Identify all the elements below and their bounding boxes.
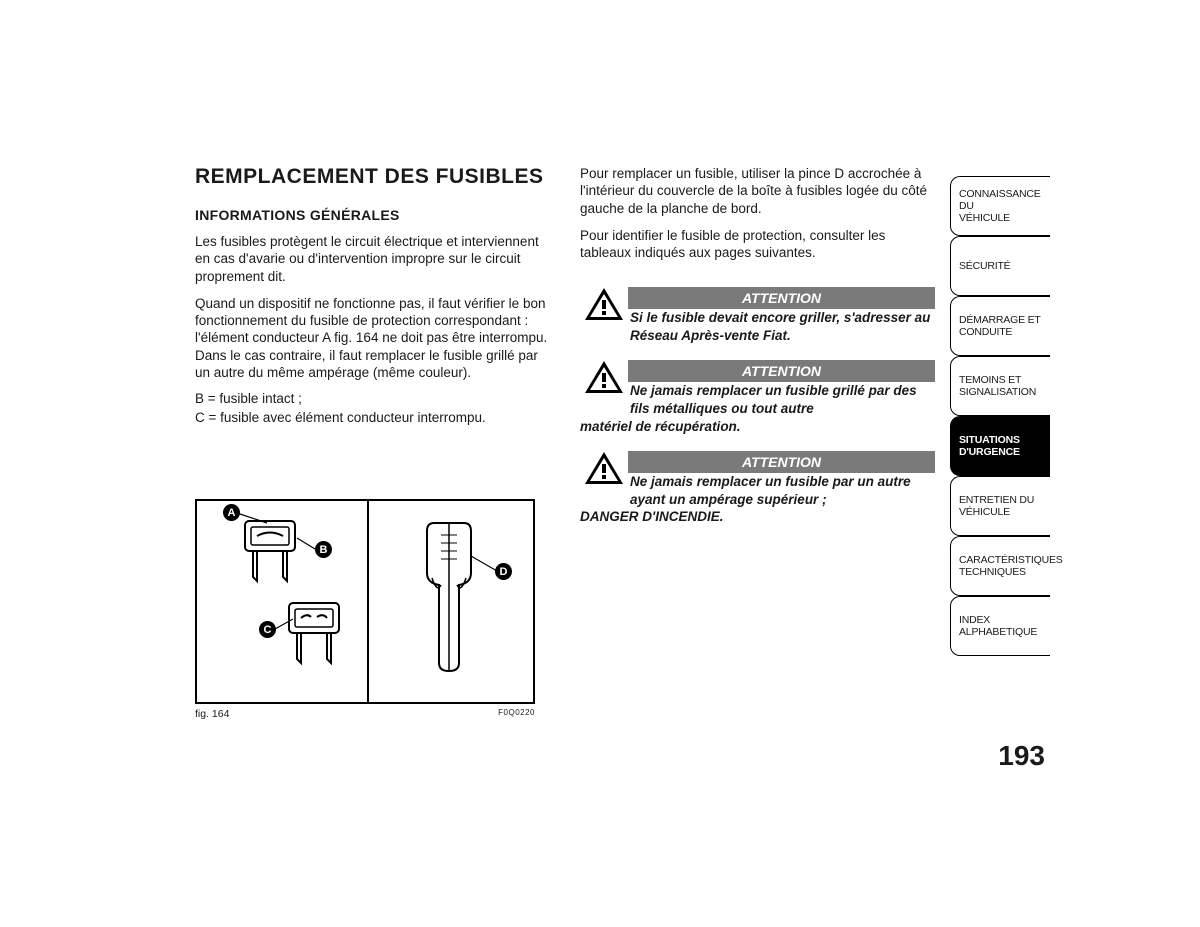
warning-text-line: Ne jamais remplacer un fusible par un au…: [630, 474, 911, 507]
left-column: REMPLACEMENT DES FUSIBLES INFORMATIONS G…: [195, 165, 550, 720]
paragraph: Pour remplacer un fusible, utiliser la p…: [580, 165, 935, 217]
callout-d: D: [495, 563, 512, 580]
figure-right-panel: D: [367, 501, 539, 702]
warning-text: Ne jamais remplacer un fusible grillé pa…: [580, 382, 935, 435]
paragraph: Quand un dispositif ne fonctionne pas, i…: [195, 295, 550, 381]
paragraph: Pour identifier le fusible de protection…: [580, 227, 935, 262]
chapter-tabs: CONNAISSANCE DUVÉHICULESÉCURITÉDÉMARRAGE…: [950, 176, 1050, 656]
warning-text: Ne jamais remplacer un fusible par un au…: [580, 473, 935, 526]
fuse-diagram-left: [197, 501, 367, 701]
warning-title: ATTENTION: [628, 451, 935, 473]
warning-box-3: ATTENTION Ne jamais remplacer un fusible…: [580, 449, 935, 526]
chapter-tab[interactable]: ENTRETIEN DUVÉHICULE: [950, 476, 1050, 536]
figure-code: F0Q0220: [498, 708, 535, 720]
warning-title: ATTENTION: [628, 287, 935, 309]
pliers-diagram: [369, 501, 539, 701]
figure-caption: fig. 164 F0Q0220: [195, 708, 535, 720]
figure-number: fig. 164: [195, 708, 229, 720]
warning-icon: [580, 358, 628, 398]
callout-a: A: [223, 504, 240, 521]
chapter-tab[interactable]: INDEXALPHABETIQUE: [950, 596, 1050, 656]
paragraph: Les fusibles protègent le circuit électr…: [195, 233, 550, 285]
chapter-tab[interactable]: CARACTÉRISTIQUESTECHNIQUES: [950, 536, 1050, 596]
warning-title: ATTENTION: [628, 360, 935, 382]
legend-line: C = fusible avec élément conducteur inte…: [195, 410, 550, 425]
chapter-tab[interactable]: SITUATIONSD'URGENCE: [950, 416, 1050, 476]
legend-line: B = fusible intact ;: [195, 391, 550, 406]
callout-b: B: [315, 541, 332, 558]
chapter-tab[interactable]: CONNAISSANCE DUVÉHICULE: [950, 176, 1050, 236]
chapter-tab[interactable]: TEMOINS ETSIGNALISATION: [950, 356, 1050, 416]
section-title: REMPLACEMENT DES FUSIBLES: [195, 165, 550, 189]
page-number: 193: [998, 740, 1045, 772]
right-column: Pour remplacer un fusible, utiliser la p…: [580, 165, 935, 720]
warning-text-cont: matériel de récupération.: [580, 418, 935, 436]
warning-text-cont: DANGER D'INCENDIE.: [580, 508, 935, 526]
subsection-title: INFORMATIONS GÉNÉRALES: [195, 207, 550, 223]
figure-left-panel: A B C: [197, 501, 367, 702]
warning-icon: [580, 449, 628, 489]
page-content: REMPLACEMENT DES FUSIBLES INFORMATIONS G…: [195, 165, 935, 720]
warning-text-line: Ne jamais remplacer un fusible grillé pa…: [630, 383, 917, 416]
callout-c: C: [259, 621, 276, 638]
warning-text: Si le fusible devait encore griller, s'a…: [580, 309, 935, 344]
chapter-tab[interactable]: SÉCURITÉ: [950, 236, 1050, 296]
figure-164: A B C D: [195, 499, 535, 704]
chapter-tab[interactable]: DÉMARRAGE ETCONDUITE: [950, 296, 1050, 356]
warning-icon: [580, 285, 628, 325]
warning-box-2: ATTENTION Ne jamais remplacer un fusible…: [580, 358, 935, 435]
warning-box-1: ATTENTION Si le fusible devait encore gr…: [580, 285, 935, 344]
